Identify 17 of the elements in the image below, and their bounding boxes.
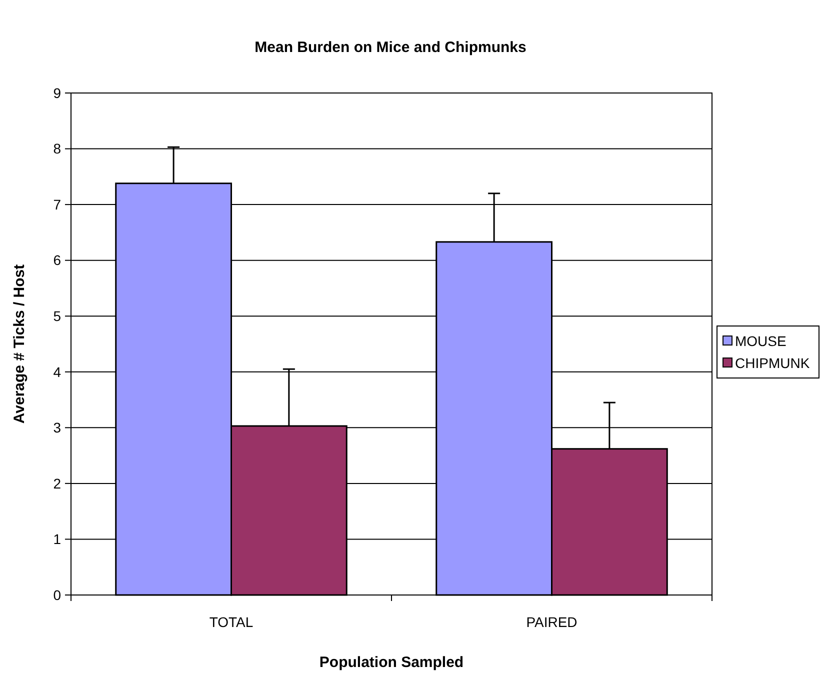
y-tick-label: 9 [53, 84, 62, 101]
y-axis-title: Average # Ticks / Host [11, 264, 28, 424]
y-tick-label: 4 [53, 364, 62, 380]
y-tick-label: 6 [53, 252, 62, 268]
y-tick-label: 1 [53, 531, 62, 548]
x-tick-label: PAIRED [526, 614, 578, 630]
y-tick-label: 7 [53, 196, 62, 212]
y-tick-label: 2 [53, 475, 62, 492]
x-tick-label: TOTAL [209, 614, 254, 630]
y-tick-label: 0 [53, 586, 62, 603]
x-axis-title: Population Sampled [319, 654, 464, 671]
y-tick-label: 8 [53, 140, 62, 157]
y-tick-label: 3 [53, 420, 62, 436]
legend-label: CHIPMUNK [735, 354, 810, 371]
y-tick-label: 5 [53, 308, 62, 324]
legend-label: MOUSE [735, 332, 786, 349]
chart-title: Mean Burden on Mice and Chipmunks [254, 39, 526, 56]
